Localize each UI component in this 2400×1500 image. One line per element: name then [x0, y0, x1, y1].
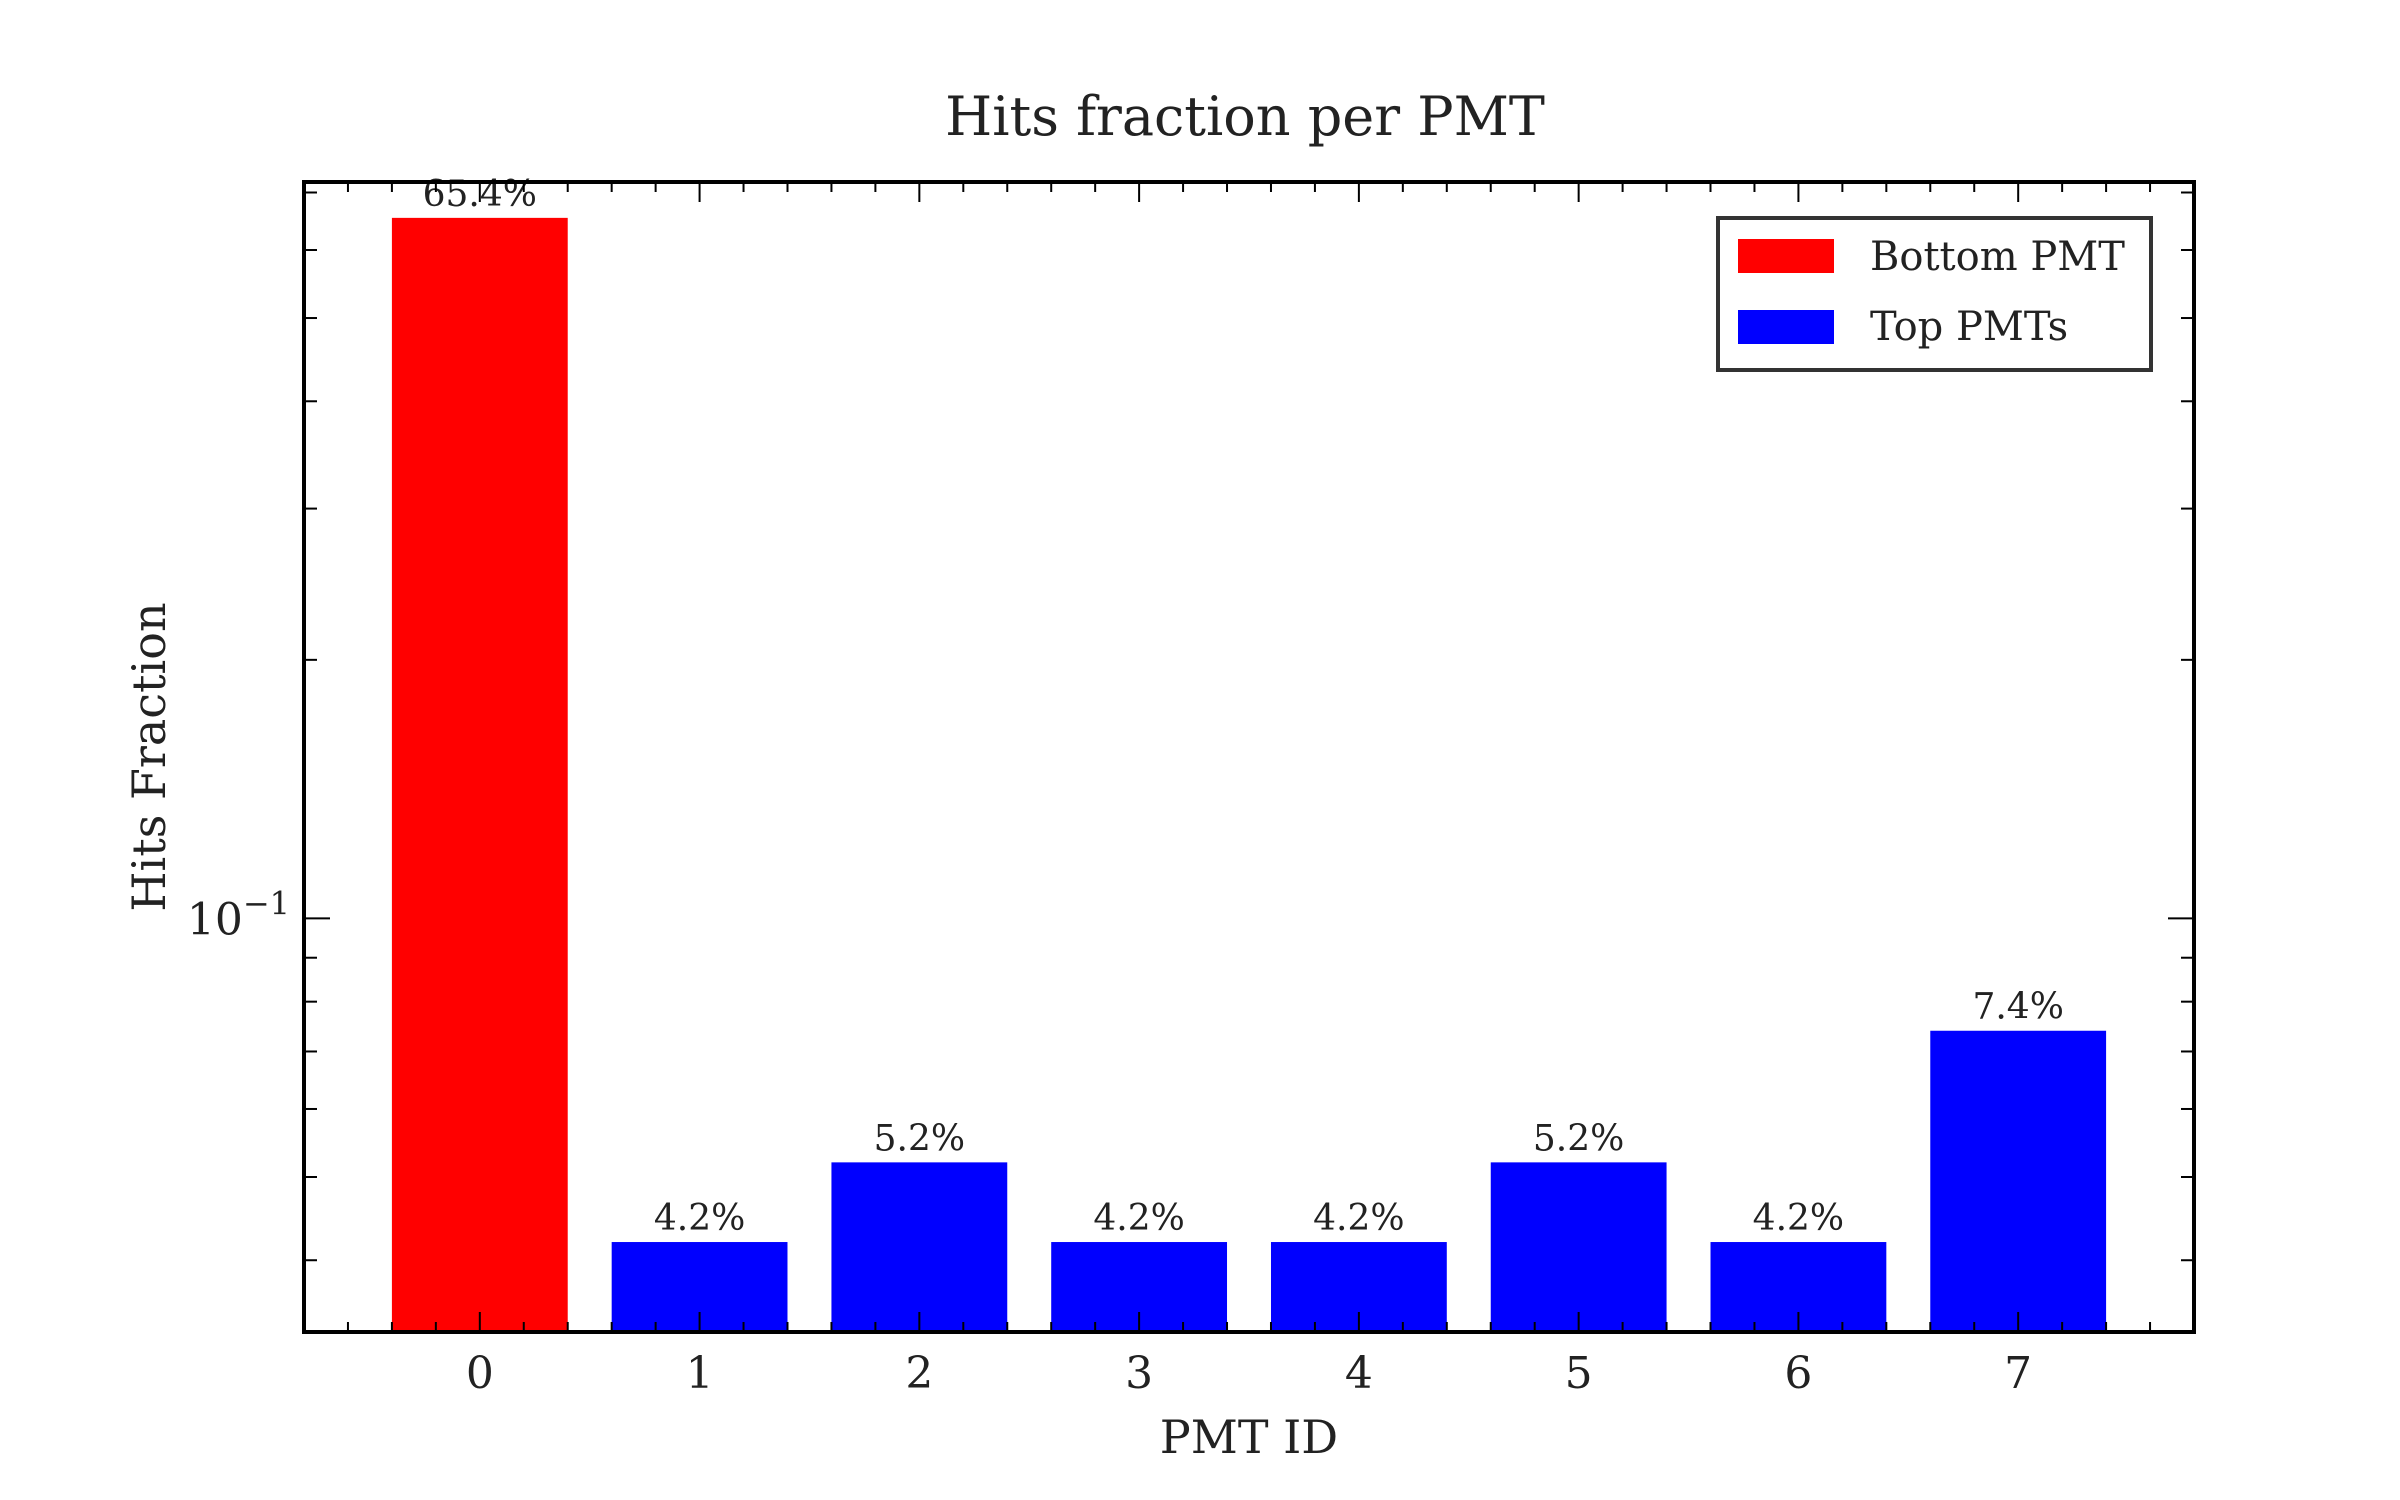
- bar-value-label: 4.2%: [1093, 1198, 1184, 1239]
- x-tick-label: 7: [2004, 1348, 2032, 1399]
- x-tick-label: 4: [1345, 1348, 1373, 1399]
- x-ticks-group: 0 1 2 3 4 5 6 7: [303, 182, 2195, 1399]
- chart-title: Hits fraction per PMT: [945, 85, 1545, 148]
- bar-value-label: 5.2%: [874, 1118, 965, 1159]
- bar-pmt-2: [831, 1162, 1008, 1332]
- bar-value-label: 5.2%: [1533, 1118, 1624, 1159]
- x-tick-label: 5: [1565, 1348, 1593, 1399]
- bars-group: [391, 217, 2107, 1332]
- bar-pmt-7: [1930, 1030, 2107, 1332]
- legend-swatch-top-pmts: [1738, 310, 1834, 344]
- y-tick-label: 10−1: [187, 884, 290, 945]
- x-tick-label: 1: [686, 1348, 714, 1399]
- bar-value-label: 7.4%: [1972, 987, 2063, 1028]
- y-axis-label: Hits Fraction: [122, 602, 176, 911]
- plot-frame: [302, 180, 2196, 1334]
- bar-value-label: 4.2%: [654, 1198, 745, 1239]
- legend-label-bottom-pmt: Bottom PMT: [1870, 234, 2125, 280]
- legend-swatch-bottom-pmt: [1738, 239, 1834, 273]
- x-tick-label: 3: [1125, 1348, 1153, 1399]
- x-tick-label: 2: [905, 1348, 933, 1399]
- legend-label-top-pmts: Top PMTs: [1870, 304, 2068, 350]
- bar-pmt-0: [391, 217, 568, 1332]
- legend: Bottom PMT Top PMTs: [1716, 216, 2153, 372]
- bar-value-label: 4.2%: [1753, 1198, 1844, 1239]
- bar-pmt-5: [1490, 1162, 1667, 1332]
- x-tick-label: 6: [1784, 1348, 1812, 1399]
- x-axis-label: PMT ID: [1160, 1410, 1338, 1464]
- bar-value-label: 4.2%: [1313, 1198, 1404, 1239]
- y-ticks-group: 10−1: [187, 191, 2194, 1262]
- x-tick-label: 0: [466, 1348, 494, 1399]
